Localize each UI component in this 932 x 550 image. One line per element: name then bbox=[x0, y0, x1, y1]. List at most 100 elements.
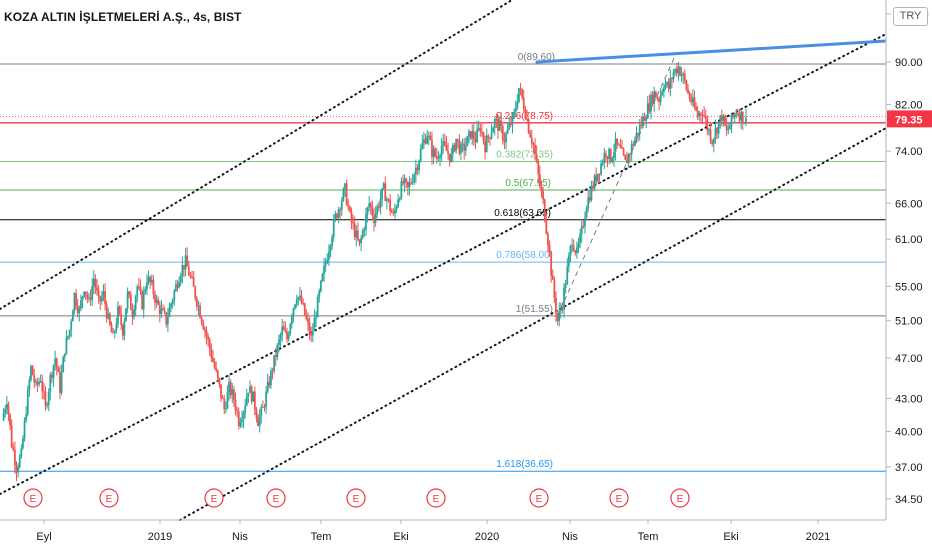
candle-body bbox=[638, 124, 641, 135]
fib-level-label: 0.786(58.00) bbox=[496, 250, 553, 261]
candle-body bbox=[73, 293, 76, 311]
candle-body bbox=[490, 132, 493, 139]
candle-body bbox=[671, 78, 673, 80]
symbol-title: KOZA ALTIN İŞLETMELERİ A.Ş., 4s, BIST bbox=[4, 10, 242, 24]
candle-body bbox=[603, 153, 606, 163]
earnings-marker[interactable] bbox=[529, 488, 549, 508]
earnings-marker[interactable] bbox=[99, 488, 119, 508]
candle-body bbox=[398, 198, 401, 200]
earnings-marker[interactable] bbox=[426, 488, 446, 508]
candle-body bbox=[402, 181, 404, 184]
candle-body bbox=[241, 419, 243, 423]
candle-body bbox=[313, 318, 316, 332]
candle-body bbox=[479, 127, 482, 132]
earnings-marker[interactable] bbox=[23, 488, 43, 508]
candle-body bbox=[133, 309, 135, 318]
candle-body bbox=[469, 131, 472, 139]
candle-body bbox=[622, 148, 625, 155]
earnings-marker-label: E bbox=[30, 494, 37, 505]
candle-body bbox=[331, 236, 334, 246]
candle-body bbox=[324, 262, 327, 266]
y-tick-label: 74.00 bbox=[895, 146, 923, 158]
candle-body bbox=[463, 143, 466, 151]
earnings-marker-label: E bbox=[353, 494, 360, 505]
candle-body bbox=[184, 255, 187, 270]
candle-body bbox=[445, 144, 448, 152]
candle-body bbox=[300, 295, 303, 304]
candle-body bbox=[423, 139, 425, 144]
candle-body bbox=[89, 297, 92, 300]
candle-body bbox=[115, 324, 118, 332]
candle-body bbox=[332, 219, 335, 237]
candle-body bbox=[667, 82, 670, 89]
candle-body bbox=[596, 173, 599, 182]
candle-body bbox=[572, 245, 575, 251]
candle-body bbox=[171, 300, 174, 304]
candle-body bbox=[52, 365, 55, 378]
candle-body bbox=[173, 290, 176, 301]
candle-body bbox=[585, 208, 588, 218]
time-axis: Eyl 2019 Nis Tem Eki 2020 Nis Tem Eki 2021 bbox=[0, 519, 886, 543]
candle-body bbox=[527, 119, 530, 133]
candle-body bbox=[580, 226, 583, 234]
candle-body bbox=[405, 178, 408, 182]
candle-body bbox=[226, 392, 229, 409]
earnings-marker[interactable] bbox=[609, 488, 629, 508]
candle-body bbox=[147, 276, 150, 283]
candle-body bbox=[228, 381, 230, 393]
candle-body bbox=[121, 324, 124, 336]
candle-body bbox=[294, 304, 296, 309]
candle-body bbox=[120, 313, 123, 325]
candle-body bbox=[601, 162, 604, 164]
candle-body bbox=[659, 94, 662, 103]
earnings-marker[interactable] bbox=[204, 488, 224, 508]
candle-body bbox=[345, 183, 348, 205]
candle-body bbox=[720, 115, 723, 121]
candle-body bbox=[555, 297, 557, 314]
candle-body bbox=[329, 245, 332, 252]
x-tick-label: 2019 bbox=[148, 531, 172, 543]
candle-body bbox=[384, 183, 387, 201]
candle-body bbox=[548, 244, 551, 253]
candle-body bbox=[86, 294, 89, 299]
candle-body bbox=[281, 326, 284, 336]
candle-body bbox=[46, 404, 48, 406]
candle-body bbox=[503, 140, 506, 143]
candle-body bbox=[413, 174, 416, 182]
candle-body bbox=[687, 89, 689, 94]
candle-body bbox=[273, 355, 276, 372]
candle-body bbox=[564, 284, 567, 288]
candle-body bbox=[199, 305, 201, 318]
candle-body bbox=[187, 266, 190, 276]
candle-body bbox=[118, 306, 121, 314]
candle-body bbox=[323, 265, 325, 275]
candle-body bbox=[545, 220, 548, 234]
candle-body bbox=[526, 118, 528, 120]
earnings-marker-label: E bbox=[273, 494, 280, 505]
candle-body bbox=[716, 128, 718, 134]
candle-body bbox=[511, 114, 514, 125]
earnings-marker[interactable] bbox=[670, 488, 690, 508]
candle-body bbox=[76, 305, 79, 314]
candle-body bbox=[268, 381, 271, 386]
candle-body bbox=[134, 296, 137, 310]
candle-body bbox=[630, 144, 633, 155]
candle-body bbox=[290, 316, 293, 325]
candle-body bbox=[328, 251, 330, 260]
earnings-marker[interactable] bbox=[346, 488, 366, 508]
candle-body bbox=[213, 361, 216, 368]
candle-body bbox=[645, 118, 648, 121]
candle-body bbox=[289, 324, 292, 335]
candle-body bbox=[18, 456, 21, 468]
currency-button[interactable]: TRY bbox=[893, 7, 928, 26]
candle-body bbox=[625, 159, 628, 164]
earnings-marker[interactable] bbox=[266, 488, 286, 508]
candle-body bbox=[146, 282, 148, 290]
candle-body bbox=[9, 414, 11, 426]
x-tick-label: Eyl bbox=[36, 531, 51, 543]
fib-level-label: 0.382(72.35) bbox=[496, 149, 553, 160]
candle-body bbox=[257, 418, 259, 427]
candle-body bbox=[263, 406, 266, 408]
candle-body bbox=[458, 140, 461, 154]
